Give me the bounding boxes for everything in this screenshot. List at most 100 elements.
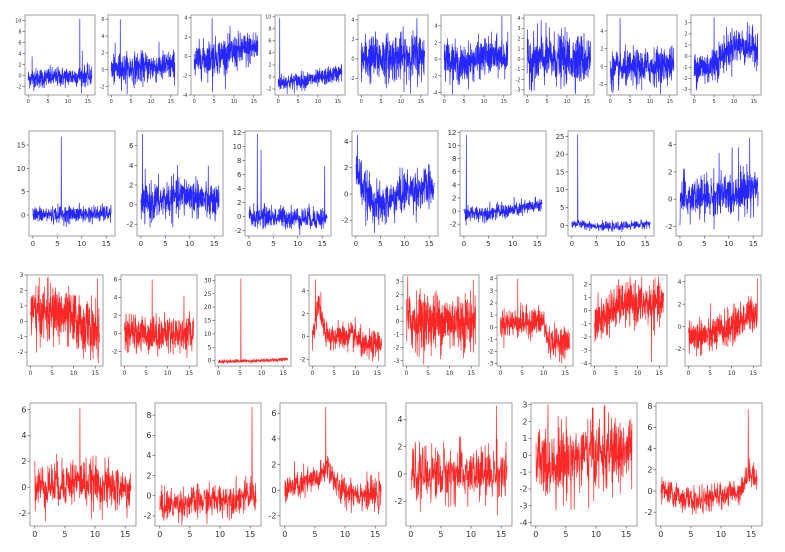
axes-frame <box>29 402 137 527</box>
y-tick-label: -1 <box>519 468 527 477</box>
x-tick-label: 0 <box>283 530 288 539</box>
y-tick-label: -1 <box>488 336 494 343</box>
series-line <box>27 18 93 94</box>
y-tick-label: 2 <box>129 181 133 189</box>
y-tick-label: 1 <box>490 312 494 319</box>
subplot-19: 0 5 10 15 -2 0 2 4 <box>300 274 386 377</box>
axes-frame <box>523 14 595 96</box>
y-tick-label: 2 <box>452 194 456 202</box>
y-tick-label: -3 <box>682 87 687 93</box>
y-tick-label: 0 <box>684 54 687 60</box>
x-tick-label: 15 <box>251 99 257 105</box>
series-line <box>660 409 758 515</box>
subplot-9: 0 5 10 15 0 5 10 15 <box>17 130 116 248</box>
y-tick-label: -1 <box>582 321 588 328</box>
y-tick-label: -4 <box>582 360 588 367</box>
x-tick-label: 10 <box>231 99 237 105</box>
x-tick-label: 5 <box>629 99 632 105</box>
x-tick-label: 10 <box>466 530 476 539</box>
y-tick-label: 4 <box>21 431 26 440</box>
series-line <box>218 278 288 364</box>
series-line <box>194 17 259 93</box>
y-tick-label: -2 <box>394 345 400 352</box>
y-tick-label: -2 <box>599 82 604 88</box>
y-tick-label: 0 <box>396 318 400 325</box>
axes-frame <box>154 402 262 527</box>
y-tick-label: -2 <box>126 221 133 229</box>
y-tick-label: 8 <box>237 157 241 165</box>
subplot-3: 0 5 10 15 -2 0 2 4 6 8 10 <box>265 14 345 105</box>
y-tick-label: 2 <box>668 168 672 176</box>
x-tick-label: 0 <box>359 99 362 105</box>
x-tick-label: 0 <box>217 370 221 377</box>
x-tick-label: 15 <box>750 99 756 105</box>
y-tick-label: 0 <box>268 75 271 81</box>
x-tick-label: 5 <box>238 370 242 377</box>
y-tick-label: -2 <box>645 508 653 517</box>
y-tick-label: 0 <box>678 324 682 331</box>
x-tick-label: 0 <box>31 240 35 248</box>
y-tick-label: 2 <box>268 63 271 69</box>
y-tick-label: 4 <box>129 162 134 170</box>
axes-frame <box>567 130 655 237</box>
series-line <box>277 18 342 95</box>
x-tick-label: 10 <box>398 99 404 105</box>
x-tick-label: 15 <box>185 370 193 377</box>
y-tick-label: 2 <box>678 301 682 308</box>
y-tick-label: 10 <box>204 331 212 338</box>
y-tick-label: -2 <box>144 512 152 521</box>
x-tick-label: 0 <box>499 370 503 377</box>
y-tick-label: 6 <box>268 39 271 45</box>
x-tick-label: 5 <box>546 99 549 105</box>
series-line <box>406 276 476 365</box>
x-tick-label: 15 <box>279 370 287 377</box>
y-tick-label: 0 <box>601 64 604 70</box>
series-line <box>32 136 112 228</box>
x-tick-label: 5 <box>426 370 430 377</box>
subplot-0: 0 5 10 15 -2 0 2 4 6 8 10 <box>15 14 96 105</box>
x-tick-label: 5 <box>708 370 712 377</box>
y-tick-label: 4 <box>302 288 306 295</box>
y-tick-label: 4 <box>601 29 604 35</box>
x-tick-label: 5 <box>163 240 167 248</box>
y-tick-label: -2 <box>17 84 22 90</box>
y-tick-label: -1 <box>516 67 521 73</box>
y-tick-label: 2 <box>584 281 588 288</box>
x-tick-label: 10 <box>164 370 172 377</box>
axes-frame <box>244 130 331 237</box>
y-tick-label: 2 <box>114 313 118 320</box>
y-tick-label: 4 <box>114 295 118 302</box>
y-tick-label: 2 <box>684 32 687 38</box>
y-tick-label: 2 <box>344 164 348 172</box>
series-line <box>355 134 435 233</box>
series-line <box>111 19 176 95</box>
series-line <box>159 407 257 525</box>
y-tick-label: 0 <box>21 211 25 219</box>
y-tick-label: 8 <box>268 27 271 33</box>
subplot-4: 0 5 10 15 -2 0 2 4 <box>349 14 429 105</box>
x-tick-label: 10 <box>634 370 642 377</box>
x-tick-label: 10 <box>185 240 194 248</box>
y-tick-label: -2 <box>300 356 306 363</box>
axes-frame <box>440 14 512 96</box>
y-tick-label: 3 <box>20 272 24 279</box>
x-tick-label: 15 <box>667 99 673 105</box>
subplot-6: 0 5 10 15 -3 -2 -1 0 1 2 3 4 <box>516 14 595 105</box>
series-line <box>463 134 543 226</box>
y-tick-label: 1 <box>20 303 24 310</box>
series-line <box>312 279 382 362</box>
y-tick-label: -3 <box>488 361 494 368</box>
y-tick-label: 2 <box>518 36 521 42</box>
y-tick-label: 0 <box>102 67 105 73</box>
x-tick-label: 15 <box>245 530 255 539</box>
x-tick-label: 10 <box>730 99 736 105</box>
y-tick-label: 0 <box>584 308 588 315</box>
y-tick-label: 5 <box>560 204 564 212</box>
x-tick-label: 15 <box>467 370 475 377</box>
y-tick-label: 6 <box>114 277 118 284</box>
y-tick-label: 6 <box>647 423 652 432</box>
y-tick-label: 0 <box>351 57 354 63</box>
axes-frame <box>274 14 345 96</box>
series-line <box>34 408 132 522</box>
subplot-1: 0 5 10 15 -2 0 2 4 6 <box>100 14 179 105</box>
